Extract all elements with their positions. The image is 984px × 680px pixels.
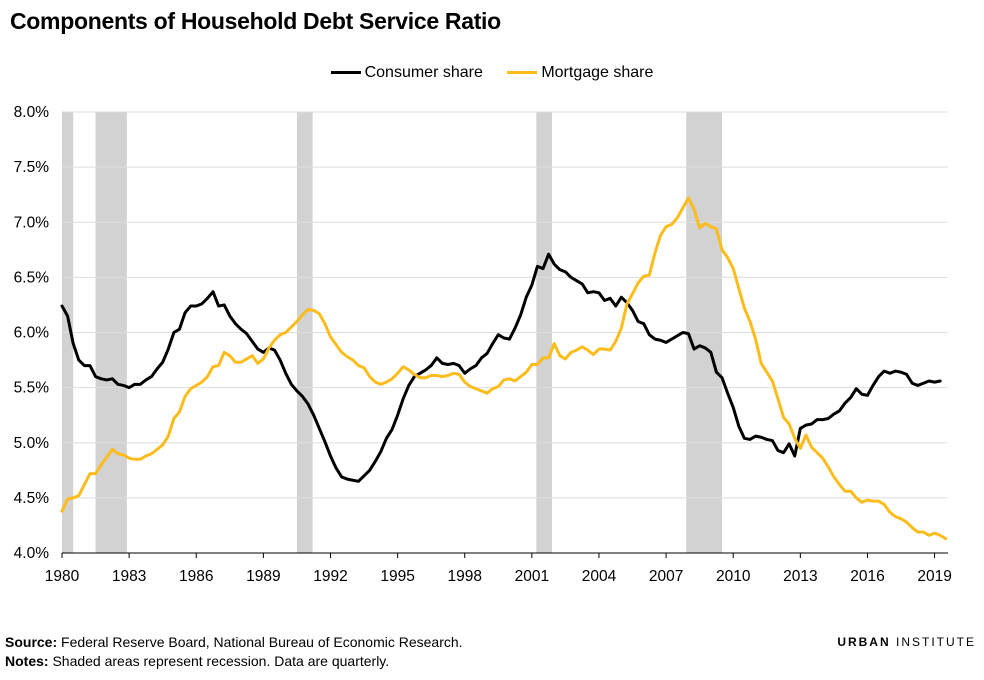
chart-plot: 4.0% 4.5% 5.0% 5.5% 6.0% 6.5% 7.0% 7.5% 8.0% 198… bbox=[14, 104, 952, 585]
mortgage-share-line bbox=[60, 196, 948, 541]
y-tick-label: 5.0% bbox=[14, 435, 50, 452]
brand-bold: URBAN bbox=[837, 635, 891, 649]
legend-item-consumer: Consumer share bbox=[330, 63, 483, 82]
chart-title: Components of Household Debt Service Rat… bbox=[10, 8, 501, 34]
y-tick-label: 6.5% bbox=[14, 269, 50, 286]
notes-note: Notes: Shaded areas represent recession.… bbox=[5, 653, 389, 669]
x-tick-label: 1986 bbox=[179, 568, 213, 585]
x-tick-label: 2013 bbox=[783, 568, 817, 585]
y-tick-label: 8.0% bbox=[14, 104, 50, 121]
source-note: Source: Federal Reserve Board, National … bbox=[5, 634, 463, 650]
x-tick-label: 2016 bbox=[850, 568, 884, 585]
x-tick-label: 1992 bbox=[313, 568, 347, 585]
legend-swatch-consumer bbox=[330, 71, 361, 74]
legend: Consumer share Mortgage share bbox=[0, 61, 984, 82]
x-tick-labels: 1980 1983 1986 1989 1992 1995 1998 2001 2004 2007… bbox=[45, 568, 952, 585]
y-tick-label: 4.0% bbox=[14, 545, 50, 562]
legend-swatch-mortgage bbox=[507, 71, 538, 74]
x-tick-label: 1980 bbox=[45, 568, 80, 585]
y-tick-label: 7.5% bbox=[14, 159, 50, 176]
x-tick-label: 1983 bbox=[112, 568, 146, 585]
x-tick-label: 2001 bbox=[515, 568, 549, 585]
axes bbox=[61, 552, 948, 558]
legend-label-mortgage: Mortgage share bbox=[541, 63, 654, 81]
legend-item-mortgage: Mortgage share bbox=[507, 64, 653, 82]
x-tick-label: 1989 bbox=[246, 568, 280, 585]
gridlines bbox=[62, 111, 948, 499]
source-text: Federal Reserve Board, National Bureau o… bbox=[57, 634, 463, 650]
y-tick-label: 6.0% bbox=[14, 325, 50, 342]
x-tick-label: 2007 bbox=[649, 568, 683, 585]
y-tick-label: 4.5% bbox=[14, 490, 50, 507]
x-tick-label: 1995 bbox=[380, 568, 414, 585]
consumer-share-line bbox=[60, 252, 942, 483]
x-tick-label: 1998 bbox=[447, 568, 481, 585]
notes-label: Notes: bbox=[5, 653, 49, 669]
x-tick-label: 2004 bbox=[582, 568, 617, 585]
urban-institute-logo: URBAN INSTITUTE bbox=[837, 635, 976, 649]
x-tick-label: 2019 bbox=[917, 568, 951, 585]
legend-label-consumer: Consumer share bbox=[364, 63, 483, 81]
notes-text: Shaded areas represent recession. Data a… bbox=[48, 653, 390, 669]
y-tick-label: 7.0% bbox=[14, 214, 50, 231]
brand-light: INSTITUTE bbox=[890, 635, 976, 649]
y-tick-labels: 4.0% 4.5% 5.0% 5.5% 6.0% 6.5% 7.0% 7.5% 8.0% bbox=[14, 104, 50, 562]
y-tick-label: 5.5% bbox=[14, 380, 50, 397]
source-label: Source: bbox=[5, 634, 58, 650]
x-tick-label: 2010 bbox=[716, 568, 751, 585]
series-lines bbox=[60, 196, 948, 541]
